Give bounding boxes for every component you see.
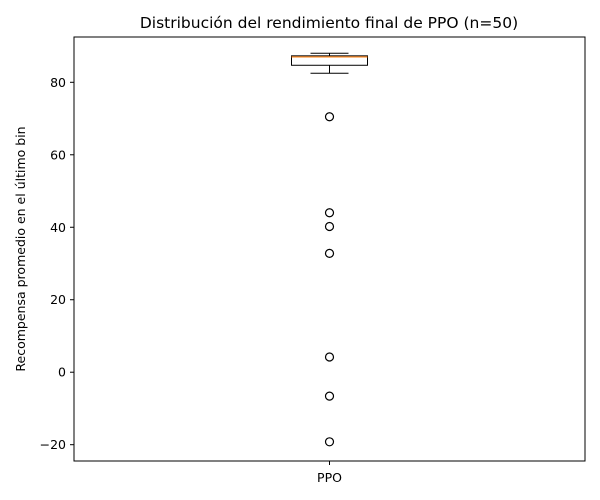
y-tick-label: 20: [50, 292, 66, 307]
chart-title: Distribución del rendimiento final de PP…: [140, 14, 518, 32]
y-tick-label: 40: [50, 220, 66, 235]
outlier-point: [324, 221, 335, 232]
outlier-point: [324, 391, 335, 401]
x-tick-label: PPO: [317, 470, 342, 485]
plot-area: −20 0 20 40 60 80 PPO: [40, 36, 586, 485]
outlier-point: [324, 352, 335, 362]
y-tick-label: 0: [58, 365, 66, 380]
y-tick-label: 60: [50, 147, 66, 162]
y-tick-label: 80: [50, 75, 66, 90]
outlier-point: [324, 112, 335, 122]
outlier-point: [324, 437, 335, 447]
y-tick-label: −20: [40, 437, 66, 452]
outlier-point: [324, 248, 335, 258]
outlier-point: [324, 208, 335, 218]
y-axis-label: Recompensa promedio en el último bin: [13, 126, 28, 371]
iqr-box: [291, 55, 368, 66]
